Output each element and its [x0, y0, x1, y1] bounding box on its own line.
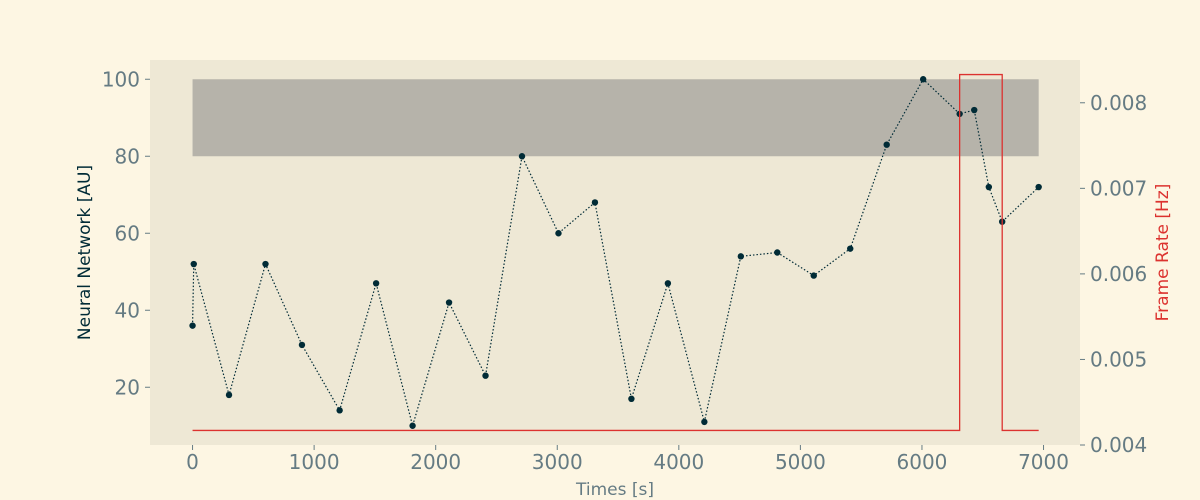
data-point — [518, 153, 526, 160]
x-tick-label: 1000 — [289, 450, 340, 474]
y-left-tick-label: 80 — [115, 144, 140, 168]
x-tick-label: 5000 — [775, 450, 826, 474]
x-tick-label: 3000 — [532, 450, 583, 474]
data-point — [336, 407, 343, 414]
x-tick-label: 6000 — [897, 450, 948, 474]
data-point — [298, 341, 306, 349]
y-axis-right: 0.004 0.005 0.006 0.007 0.008 — [1080, 91, 1147, 457]
x-tick-label: 4000 — [653, 450, 704, 474]
data-point — [591, 199, 599, 206]
data-point — [664, 280, 672, 287]
y-axis-right-title: Frame Rate [Hz] — [1153, 184, 1173, 322]
data-point — [701, 418, 708, 426]
y-left-tick-label: 20 — [115, 375, 140, 399]
highlight-band — [192, 79, 1039, 157]
data-point — [482, 372, 489, 379]
x-tick-label: 2000 — [410, 450, 461, 474]
data-point — [1035, 183, 1042, 191]
y-left-tick-label: 60 — [115, 221, 140, 245]
x-tick-label: 7000 — [1018, 450, 1069, 474]
frame-rate-line — [192, 73, 1039, 432]
y-right-tick-label: 0.005 — [1090, 347, 1147, 371]
x-axis-title: Times [s] — [575, 480, 654, 500]
x-tick-label: 0 — [186, 450, 199, 474]
data-point — [847, 245, 854, 252]
data-point — [190, 260, 197, 268]
data-point — [971, 106, 978, 114]
data-point — [774, 249, 781, 256]
data-point — [628, 395, 635, 402]
data-point — [883, 141, 890, 148]
y-axis-left: 20 40 60 80 100 — [102, 67, 150, 399]
data-point — [372, 280, 380, 287]
y-right-tick-label: 0.006 — [1090, 262, 1147, 286]
data-point — [810, 272, 817, 279]
y-right-tick-label: 0.007 — [1090, 176, 1147, 200]
data-point — [919, 76, 927, 83]
y-right-tick-label: 0.004 — [1090, 433, 1147, 457]
data-point — [737, 253, 745, 260]
data-point — [985, 183, 993, 191]
y-axis-left-title: Neural Network [AU] — [75, 165, 95, 340]
data-point — [262, 260, 269, 268]
series-layer — [189, 73, 1042, 432]
data-point — [555, 230, 562, 237]
data-point — [409, 422, 416, 429]
data-point — [189, 322, 196, 329]
data-point — [225, 391, 233, 399]
y-left-tick-label: 40 — [115, 298, 140, 322]
x-axis: 0 1000 2000 3000 4000 5000 6000 7000 — [186, 445, 1069, 474]
y-right-tick-label: 0.008 — [1090, 91, 1147, 115]
data-point — [445, 299, 453, 306]
y-left-tick-label: 100 — [102, 67, 140, 91]
